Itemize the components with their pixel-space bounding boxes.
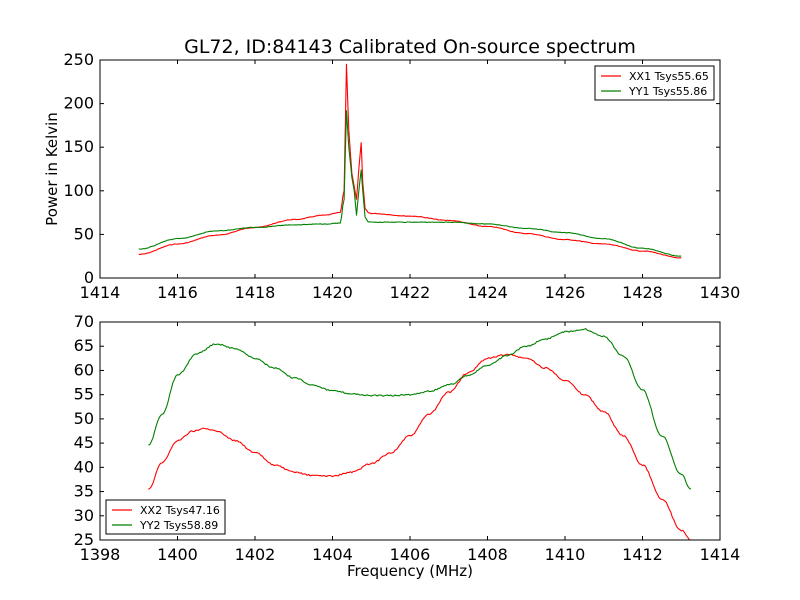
x-tick-label: 1430	[700, 283, 741, 302]
figure-title: GL72, ID:84143 Calibrated On-source spec…	[184, 36, 636, 58]
x-tick-label: 1404	[312, 545, 353, 564]
y-tick-label: 200	[63, 94, 94, 113]
legend-box	[594, 65, 715, 101]
series-line-1	[148, 353, 691, 541]
x-tick-label: 1406	[390, 545, 431, 564]
y-tick-label: 55	[74, 385, 94, 404]
x-tick-label: 1402	[235, 545, 276, 564]
y-tick-label: 30	[74, 506, 94, 525]
x-tick-label: 1424	[467, 283, 508, 302]
series-line-2	[138, 110, 682, 257]
x-tick-label: 1422	[390, 283, 431, 302]
legend-box	[105, 499, 226, 535]
x-tick-label: 1412	[622, 545, 663, 564]
y-tick-label: 60	[74, 360, 94, 379]
y-axis-label: Power in Kelvin	[43, 112, 61, 226]
x-tick-label: 1426	[545, 283, 586, 302]
x-tick-label: 1400	[157, 545, 198, 564]
top-panel: 1414 1416 1418 1420 1422 1424 1426 1428 1430 0 50 1…	[43, 50, 740, 302]
y-tick-label: 45	[74, 433, 94, 452]
x-tick-label: 1410	[545, 545, 586, 564]
x-tick-label: 1418	[235, 283, 276, 302]
series-line-2	[148, 328, 692, 490]
x-tick-label: 1428	[622, 283, 663, 302]
y-tick-label: 100	[63, 181, 94, 200]
x-tick-label: 1414	[80, 283, 121, 302]
bottom-panel: 1398 1400 1402 1404 1406 1408 1410 1412 1414 25 30…	[74, 312, 741, 580]
y-tick-label: 65	[74, 336, 94, 355]
legend: XX1 Tsys55.65 YY1 Tsys55.86	[594, 65, 715, 101]
legend-label: XX1 Tsys55.65	[629, 70, 709, 83]
y-tick-label: 40	[74, 457, 94, 476]
x-tick-label: 1416	[157, 283, 198, 302]
legend-label: XX2 Tsys47.16	[140, 504, 220, 517]
x-tick-label: 1398	[80, 545, 121, 564]
series-line-1	[138, 63, 682, 259]
y-tick-label: 70	[74, 312, 94, 331]
y-tick-label: 50	[74, 409, 94, 428]
x-axis-label: Frequency (MHz)	[347, 562, 473, 580]
y-tick-label: 50	[74, 224, 94, 243]
x-tick-label: 1408	[467, 545, 508, 564]
legend: XX2 Tsys47.16 YY2 Tsys58.89	[105, 499, 226, 535]
x-tick-label: 1414	[700, 545, 741, 564]
y-tick-label: 0	[84, 268, 94, 287]
y-tick-label: 35	[74, 482, 94, 501]
legend-label: YY2 Tsys58.89	[139, 519, 218, 532]
legend-label: YY1 Tsys55.86	[628, 85, 707, 98]
y-tick-label: 250	[63, 50, 94, 69]
y-tick-label: 25	[74, 530, 94, 549]
y-tick-label: 150	[63, 137, 94, 156]
x-tick-label: 1420	[312, 283, 353, 302]
